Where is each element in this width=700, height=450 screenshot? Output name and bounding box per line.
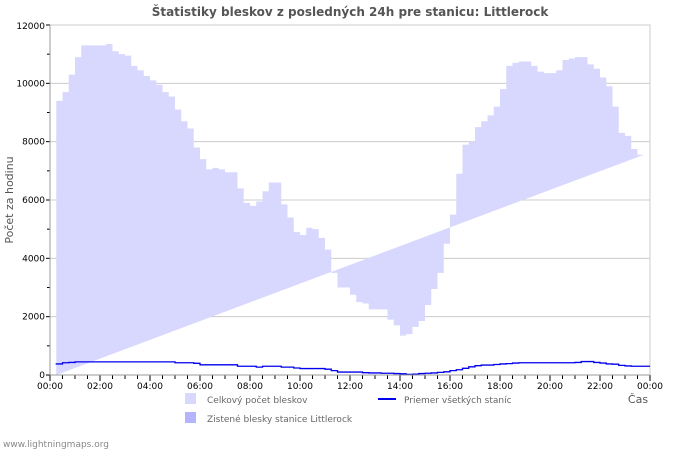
x-tick-label: 06:00	[187, 382, 213, 392]
x-tick-label: 16:00	[437, 382, 463, 392]
y-tick-label: 2000	[22, 313, 45, 323]
chart-title: Štatistiky bleskov z posledných 24h pre …	[152, 4, 550, 19]
legend-label-total: Celkový počet bleskov	[207, 395, 308, 406]
y-tick-label: 10000	[16, 79, 45, 89]
x-tick-label: 10:00	[287, 382, 313, 392]
x-axis-label: Čas	[628, 393, 648, 406]
total-lightning-area	[56, 43, 644, 375]
legend-label-station: Zistené blesky stanice Littlerock	[207, 414, 353, 425]
x-tick-label: 22:00	[587, 382, 613, 392]
x-tick-label: 00:00	[37, 382, 63, 392]
x-tick-label: 12:00	[337, 382, 363, 392]
x-tick-label: 02:00	[87, 382, 113, 392]
legend-swatch-station	[185, 412, 196, 423]
x-tick-label: 04:00	[137, 382, 163, 392]
y-tick-label: 6000	[22, 196, 45, 206]
footer-link[interactable]: www.lightningmaps.org	[3, 440, 109, 450]
x-tick-label: 18:00	[487, 382, 513, 392]
legend-swatch-total	[185, 393, 196, 404]
y-axis-label: Počet za hodinu	[3, 156, 16, 243]
x-tick-label: 20:00	[537, 382, 563, 392]
y-tick-label: 12000	[16, 22, 45, 32]
x-tick-label: 14:00	[387, 382, 413, 392]
average-stations-line	[55, 360, 650, 376]
legend-label-average: Priemer všetkých staníc	[404, 395, 512, 406]
y-tick-label: 0	[39, 371, 45, 381]
x-tick-label: 00:00	[637, 382, 663, 392]
y-tick-label: 8000	[22, 138, 45, 148]
y-tick-label: 4000	[22, 254, 45, 264]
x-tick-label: 08:00	[237, 382, 263, 392]
